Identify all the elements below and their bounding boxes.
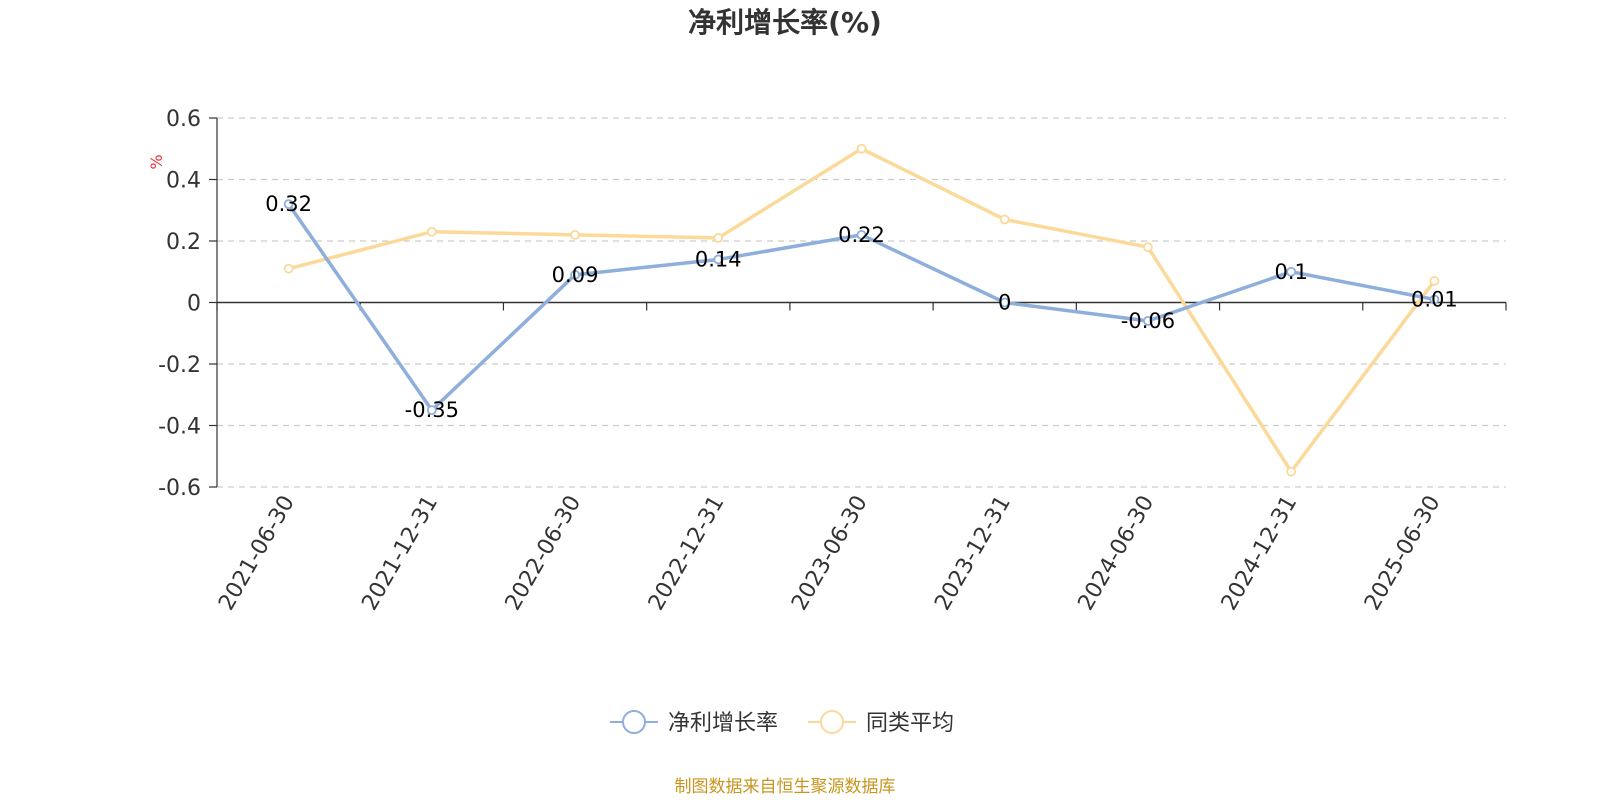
legend-label: 净利增长率 <box>668 711 778 736</box>
y-tick-label: 0 <box>187 292 201 317</box>
data-labels: 0.32 -0.35 0.09 0.14 0.22 0 -0.06 0.1 0.01 <box>265 192 1458 422</box>
y-tick-label: 0.6 <box>166 107 201 132</box>
data-point <box>1429 294 1440 305</box>
y-tick-label: 0.4 <box>166 169 201 194</box>
data-label: -0.35 <box>405 398 459 422</box>
chart-title: 净利增长率(%) <box>688 6 882 39</box>
data-point <box>426 405 437 416</box>
series-lines <box>283 143 1440 477</box>
y-axis-unit-label: % <box>147 154 166 169</box>
y-tick-label: -0.2 <box>158 353 201 378</box>
data-point <box>1429 276 1440 286</box>
x-tick-label: 2023-06-30 <box>787 492 873 615</box>
data-point <box>1143 316 1153 326</box>
x-tick-label: 2022-06-30 <box>501 492 587 615</box>
legend-item[interactable]: 净利增长率 <box>610 710 778 736</box>
x-tick-label: 2024-06-30 <box>1074 492 1160 615</box>
data-point <box>570 229 580 240</box>
data-label: 0.01 <box>1411 287 1458 311</box>
x-tick-label: 2025-06-30 <box>1360 492 1446 615</box>
y-tick-label: -0.6 <box>158 476 201 501</box>
data-point <box>999 297 1010 308</box>
y-tick-label: -0.4 <box>158 415 201 440</box>
y-tick-label: 0.2 <box>166 230 201 255</box>
series-line <box>288 147 1436 474</box>
legend[interactable]: 净利增长率 同类平均 <box>610 710 954 736</box>
data-label: 0.1 <box>1274 260 1307 284</box>
data-point <box>1286 466 1297 477</box>
data-point <box>426 226 437 237</box>
data-label: 0.14 <box>695 247 742 271</box>
data-point <box>283 199 294 210</box>
data-point <box>713 254 724 265</box>
data-point <box>283 263 294 274</box>
data-point <box>1143 242 1153 253</box>
x-tick-label: 2024-12-31 <box>1217 492 1303 615</box>
source-note: 制图数据来自恒生聚源数据库 <box>675 777 896 797</box>
legend-marker <box>820 710 844 734</box>
data-label: 0 <box>998 291 1011 315</box>
data-point <box>1286 266 1297 277</box>
x-tick-label: 2021-06-30 <box>214 492 300 615</box>
data-point <box>570 269 580 280</box>
grid-lines <box>217 117 1506 488</box>
legend-label: 同类平均 <box>866 711 954 736</box>
data-label: 0.32 <box>265 192 312 216</box>
data-label: 0.22 <box>838 223 885 247</box>
data-point <box>999 214 1010 225</box>
legend-item[interactable]: 同类平均 <box>808 710 954 736</box>
x-tick-label: 2022-12-31 <box>644 492 730 615</box>
data-label: 0.09 <box>552 263 599 287</box>
x-tick-label: 2021-12-31 <box>357 492 443 615</box>
data-point <box>713 233 724 243</box>
legend-marker <box>622 710 646 734</box>
data-point <box>856 229 867 240</box>
data-label: -0.06 <box>1121 309 1175 333</box>
x-tick-label: 2023-12-31 <box>930 491 1016 614</box>
data-point <box>856 143 867 154</box>
axes: 0.6 0.4 0.2 0 -0.2 -0.4 -0.6 2021-06-30 2021-12-… <box>158 107 1507 615</box>
